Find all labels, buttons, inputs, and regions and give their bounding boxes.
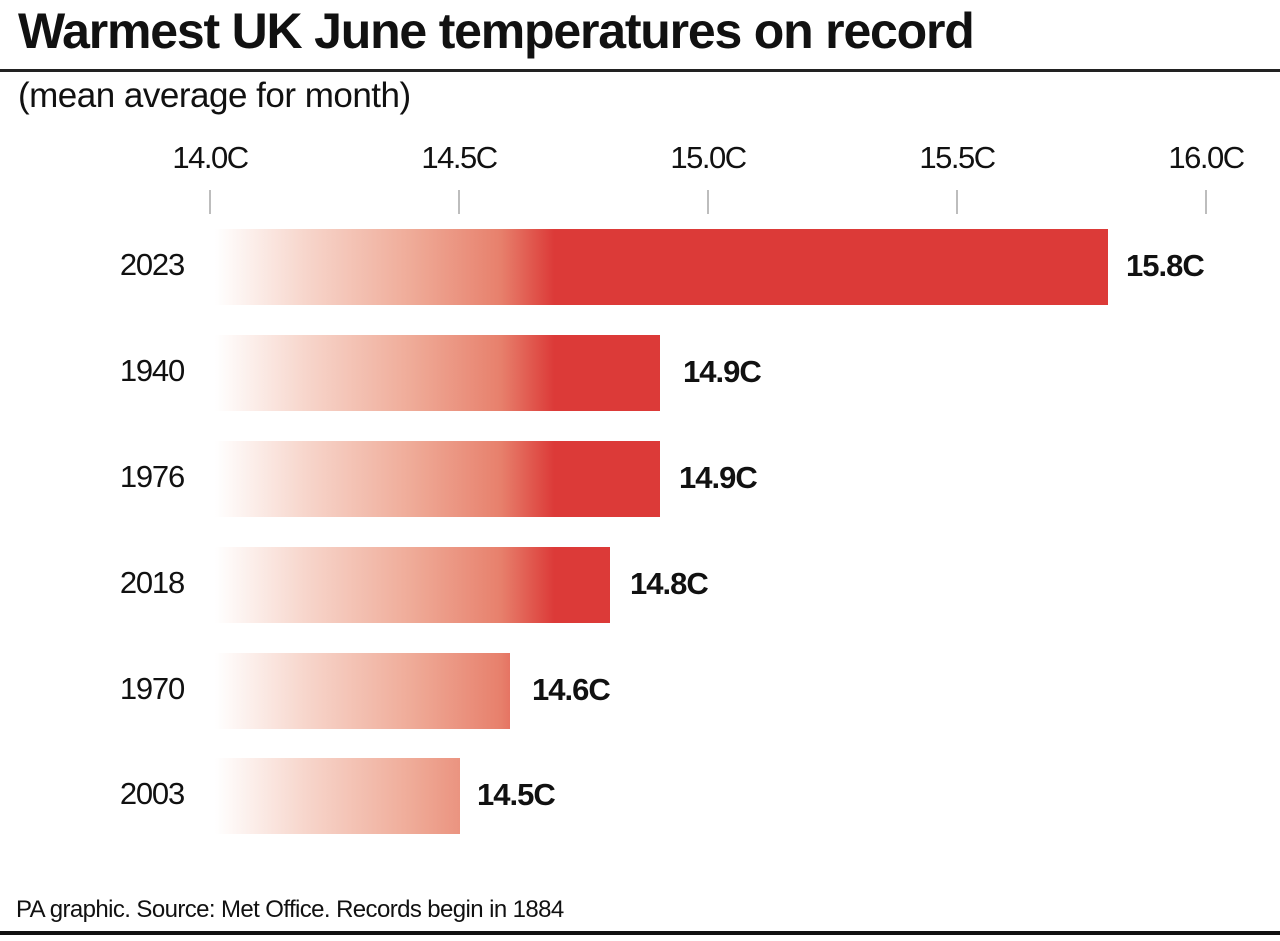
tick-label-14-5: 14.5C <box>421 140 498 175</box>
bar <box>215 653 510 729</box>
year-label: 2018 <box>119 565 185 600</box>
value-label: 14.6C <box>532 672 611 707</box>
year-label: 2003 <box>119 776 185 811</box>
tick-mark <box>1205 190 1207 214</box>
tick-label-15-0: 15.0C <box>670 140 747 175</box>
bar <box>215 229 1108 305</box>
year-label: 1970 <box>119 671 185 706</box>
tick-label-15-5: 15.5C <box>919 140 996 175</box>
bar-row-2003: 2003 14.5C <box>0 758 1280 834</box>
tick-label-14-0: 14.0C <box>172 140 249 175</box>
value-label: 14.8C <box>630 566 709 601</box>
bar-row-1940: 1940 14.9C <box>0 335 1280 411</box>
title-rule <box>0 69 1280 72</box>
footer-rule <box>0 931 1280 935</box>
year-label: 1940 <box>119 353 185 388</box>
value-label: 15.8C <box>1126 248 1205 283</box>
value-label: 14.5C <box>477 777 556 812</box>
bar-row-2018: 2018 14.8C <box>0 547 1280 623</box>
source-note: PA graphic. Source: Met Office. Records … <box>16 896 564 923</box>
bar <box>215 547 610 623</box>
year-label: 1976 <box>119 459 185 494</box>
year-label: 2023 <box>119 247 185 282</box>
tick-mark <box>209 190 211 214</box>
chart-title: Warmest UK June temperatures on record <box>18 3 975 59</box>
chart-subtitle: (mean average for month) <box>18 76 411 115</box>
bar <box>215 441 660 517</box>
tick-mark <box>707 190 709 214</box>
tick-mark <box>956 190 958 214</box>
tick-label-16-0: 16.0C <box>1168 140 1245 175</box>
bar-row-1970: 1970 14.6C <box>0 653 1280 729</box>
bar <box>215 758 460 834</box>
bar-row-2023: 2023 15.8C <box>0 229 1280 305</box>
value-label: 14.9C <box>683 354 762 389</box>
value-label: 14.9C <box>679 460 758 495</box>
tick-mark <box>458 190 460 214</box>
bar-row-1976: 1976 14.9C <box>0 441 1280 517</box>
bar <box>215 335 660 411</box>
